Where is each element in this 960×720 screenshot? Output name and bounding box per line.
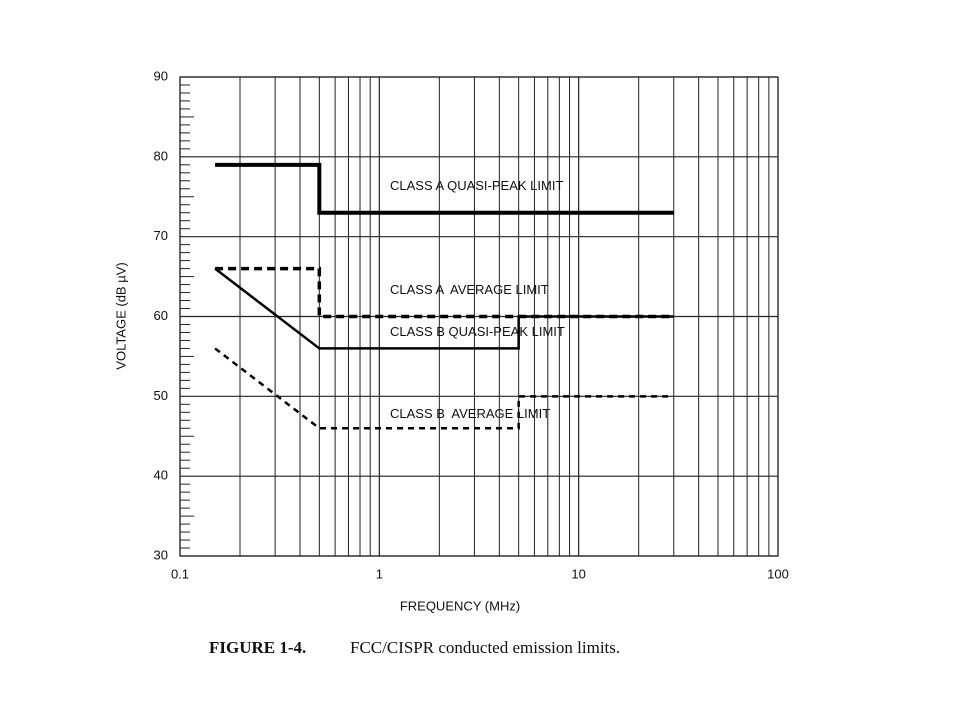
x-tick-label: 1 — [376, 566, 383, 581]
series-label: CLASS B AVERAGE LIMIT — [390, 406, 550, 421]
y-tick-label: 40 — [154, 468, 168, 483]
x-tick-label: 0.1 — [171, 566, 189, 581]
series-label: CLASS A QUASI-PEAK LIMIT — [390, 178, 563, 193]
plot-frame — [179, 76, 779, 557]
y-tick-label: 80 — [154, 148, 168, 163]
series-label: CLASS A AVERAGE LIMIT — [390, 282, 549, 297]
y-tick-label: 60 — [154, 308, 168, 323]
series-line — [215, 162, 674, 215]
series-line — [214, 267, 674, 350]
series-line — [215, 266, 674, 319]
figure-label: FIGURE 1-4. — [209, 638, 306, 657]
series-label: CLASS B QUASI-PEAK LIMIT — [390, 324, 565, 339]
x-axis-label: FREQUENCY (MHz) — [400, 598, 520, 613]
series-line — [214, 347, 674, 430]
x-tick-label: 100 — [767, 566, 789, 581]
y-tick-label: 50 — [154, 388, 168, 403]
y-tick-label: 70 — [154, 228, 168, 243]
y-axis-label: VOLTAGE (dB µV) — [113, 262, 128, 369]
chart-title: FCC/CISPR conducted emission limits. — [350, 638, 620, 657]
y-tick-label: 30 — [154, 547, 168, 562]
x-tick-label: 10 — [571, 566, 585, 581]
y-tick-label: 90 — [154, 68, 168, 83]
